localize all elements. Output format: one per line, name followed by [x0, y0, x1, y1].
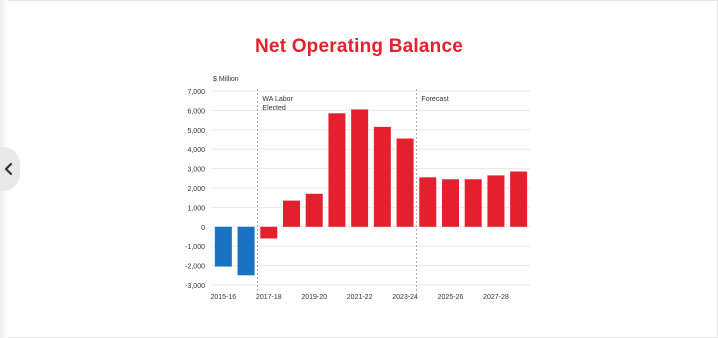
y-tick-label: -1,000: [185, 244, 205, 251]
bar-2022-23: [373, 126, 391, 227]
bar-2024-25: [419, 177, 437, 227]
chevron-left-icon: [4, 163, 13, 175]
x-tick-label: 2019-20: [301, 294, 327, 301]
annotation-text: Elected: [262, 105, 285, 112]
bar-2016-17: [237, 226, 255, 276]
x-tick-label: 2017-18: [256, 294, 282, 301]
bar-2019-20: [305, 193, 323, 227]
annotation-text: Forecast: [421, 96, 448, 103]
y-tick-label: 0: [201, 225, 205, 232]
chart-title: Net Operating Balance: [255, 36, 463, 57]
y-tick-label: 3,000: [187, 167, 205, 174]
bar-2017-18: [260, 226, 278, 239]
y-tick-label: 5,000: [187, 128, 205, 135]
x-tick-label: 2023-24: [392, 294, 418, 301]
bar-2028-29: [510, 171, 528, 227]
annotation-text: WA Labor: [262, 96, 293, 103]
bar-2023-24: [396, 138, 414, 227]
bar-2025-26: [442, 179, 459, 227]
y-tick-label: 7,000: [187, 89, 205, 96]
y-tick-label: 6,000: [187, 108, 205, 115]
y-tick-label: -2,000: [185, 264, 205, 271]
bar-2018-19: [283, 200, 300, 227]
carousel-prev-button[interactable]: [0, 147, 20, 191]
bar-2020-21: [328, 113, 346, 227]
x-tick-label: 2027-28: [483, 294, 509, 301]
y-axis-label: $ Million: [213, 76, 239, 83]
y-tick-label: -3,000: [185, 283, 205, 290]
bar-2026-27: [464, 179, 482, 227]
bar-2027-28: [487, 175, 505, 227]
x-tick-label: 2021-22: [347, 294, 373, 301]
y-tick-label: 2,000: [187, 186, 205, 193]
x-tick-label: 2015-16: [211, 294, 237, 301]
y-tick-label: 4,000: [187, 147, 205, 154]
bar-2015-16: [214, 226, 232, 267]
bar-2021-22: [351, 109, 369, 227]
x-tick-label: 2025-26: [438, 294, 464, 301]
y-tick-label: 1,000: [187, 205, 205, 212]
